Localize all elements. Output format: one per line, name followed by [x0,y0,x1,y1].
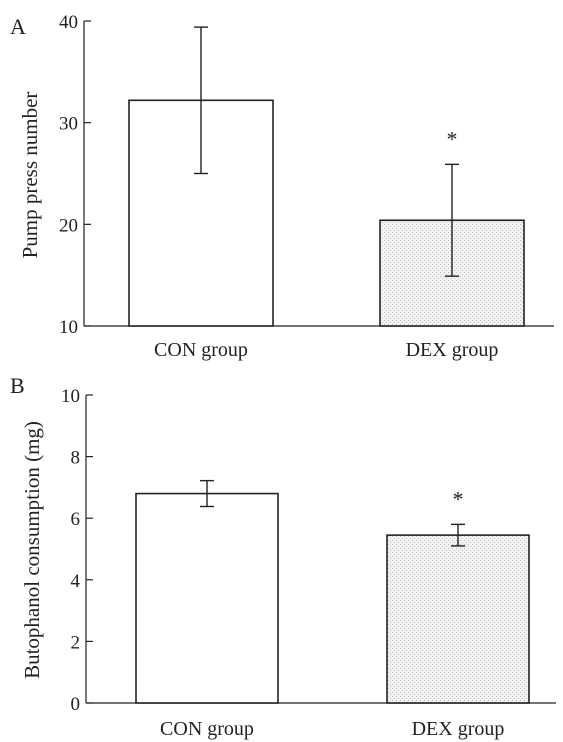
category-label-b: CON group [160,718,254,740]
y-tick-label-b: 10 [61,386,80,407]
category-label-a: DEX group [406,339,499,361]
panel-label-a: A [10,14,26,39]
y-tick-label-a: 20 [59,215,78,236]
y-tick-label-a: 30 [59,114,78,135]
y-tick-label-b: 0 [71,694,81,715]
y-axis-title-b: Butophanol consumption (mg) [20,421,44,679]
significance-marker-b: * [453,486,464,511]
significance-marker-a: * [447,126,458,151]
y-tick-label-b: 2 [71,632,81,653]
bar-b-dex [386,534,530,704]
y-axis-title-a: Pump press number [18,92,42,259]
panel-a: A Pump press number 10 20 30 40 CON group DEX… [10,12,554,361]
plot-area-a: 10 20 30 40 CON group DEX group * [59,12,554,361]
panel-label-b: B [10,373,25,398]
category-label-b: DEX group [412,718,505,740]
bar-b-con [135,492,279,704]
y-tick-label-a: 40 [59,12,78,33]
panel-b: B Butophanol consumption (mg) 0 2 4 6 8 10 CON… [10,373,556,740]
y-tick-label-b: 8 [71,448,81,469]
y-tick-label-b: 4 [71,571,81,592]
y-tick-label-b: 6 [71,509,81,530]
plot-area-b: 0 2 4 6 8 10 CON group DEX group * [61,386,556,740]
category-label-a: CON group [154,339,248,361]
y-tick-label-a: 10 [59,317,78,338]
